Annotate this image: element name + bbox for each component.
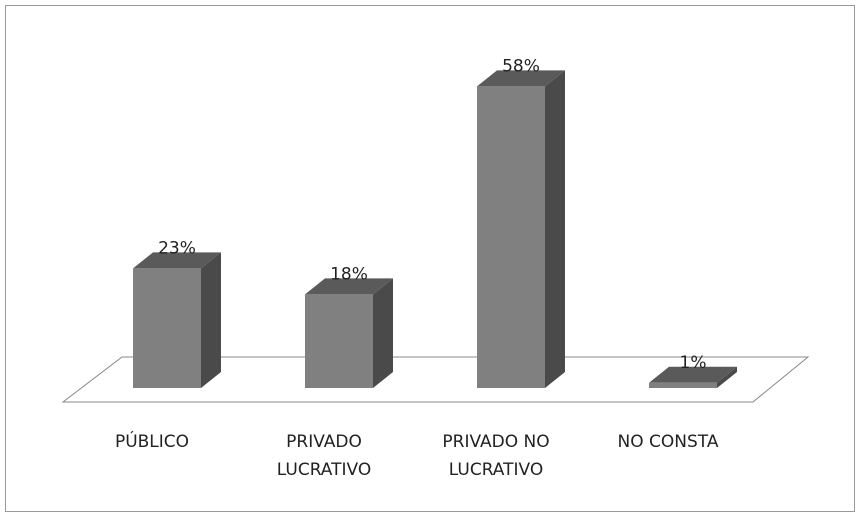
x-tick-label: PRIVADO LUCRATIVO (276, 432, 372, 480)
value-label: 1% (680, 353, 707, 373)
bar-side (717, 366, 737, 388)
floor (61, 356, 810, 403)
bar-top (477, 70, 565, 87)
value-label: 18% (330, 264, 368, 284)
bar-front (305, 294, 373, 388)
value-label: 58% (502, 56, 540, 76)
x-tick-label: NO CONSTA (617, 432, 719, 452)
bar-side (545, 70, 565, 389)
x-tick-label: PRIVADO NO LUCRATIVO (442, 432, 550, 480)
bar-front (649, 382, 717, 388)
bar (477, 70, 565, 389)
bar (649, 366, 737, 388)
value-label: 23% (158, 238, 196, 258)
bar-side (373, 278, 393, 388)
bar-side (201, 252, 221, 388)
bar-top (133, 252, 221, 269)
bar (305, 278, 393, 388)
bar-top (649, 366, 737, 383)
bar-front (477, 86, 545, 389)
bar-top (305, 278, 393, 295)
x-tick-label: PÚBLICO (114, 432, 190, 452)
bar (133, 252, 221, 388)
bar-front (133, 268, 201, 388)
